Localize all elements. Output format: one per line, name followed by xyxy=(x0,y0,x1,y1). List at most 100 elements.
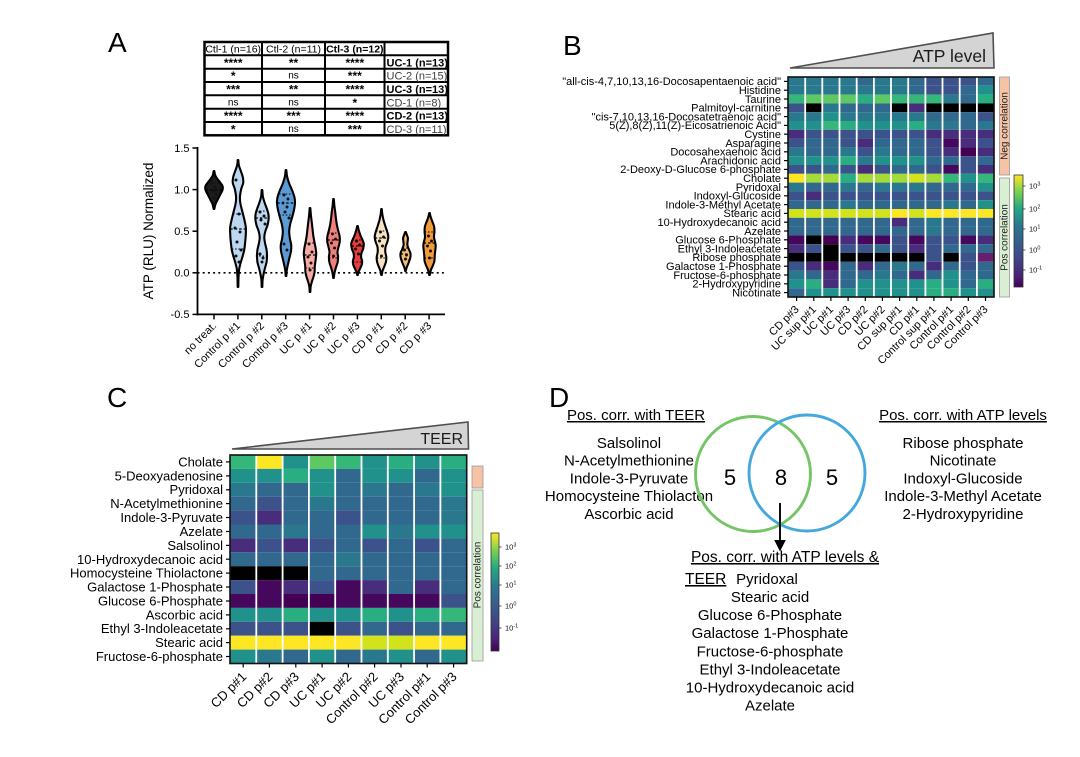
svg-text:Indole-3-Pyruvate: Indole-3-Pyruvate xyxy=(120,510,223,525)
svg-text:Cystine: Cystine xyxy=(744,129,781,141)
svg-text:Glucose 6-Phosphate: Glucose 6-Phosphate xyxy=(675,235,781,247)
svg-text:Fructose-6-phosphate: Fructose-6-phosphate xyxy=(673,270,781,282)
svg-text:Indole-3-Methyl Acetate: Indole-3-Methyl Acetate xyxy=(665,199,781,211)
svg-text:Neg correlation: Neg correlation xyxy=(1000,92,1011,160)
svg-text:Galactose 1-Phosphate: Galactose 1-Phosphate xyxy=(87,580,223,595)
svg-text:Indole-3-Methyl Acetate: Indole-3-Methyl Acetate xyxy=(884,488,1042,505)
svg-text:100: 100 xyxy=(1029,246,1040,255)
svg-text:N-Acetylmethionine: N-Acetylmethionine xyxy=(564,453,694,470)
svg-text:Pyridoxal: Pyridoxal xyxy=(736,571,798,588)
svg-text:ATP (RLU) Normalized: ATP (RLU) Normalized xyxy=(141,163,156,300)
svg-text:Ctl-1 (n=16): Ctl-1 (n=16) xyxy=(205,44,261,56)
svg-text:10-Hydroxydecanoic acid: 10-Hydroxydecanoic acid xyxy=(657,217,781,229)
svg-text:Glucose 6-Phosphate: Glucose 6-Phosphate xyxy=(698,607,842,624)
svg-text:ATP level: ATP level xyxy=(913,46,986,66)
svg-text:Galactose 1-Phosphate: Galactose 1-Phosphate xyxy=(666,261,781,273)
svg-text:TEER: TEER xyxy=(420,431,463,448)
svg-text:Stearic acid: Stearic acid xyxy=(731,589,809,606)
svg-text:2-Deoxy-D-Glucose 6-phosphate: 2-Deoxy-D-Glucose 6-phosphate xyxy=(620,164,781,176)
svg-text:Nicotinate: Nicotinate xyxy=(930,453,997,470)
svg-text:****: **** xyxy=(224,109,243,123)
svg-text:****: **** xyxy=(345,56,364,70)
svg-text:Histidine: Histidine xyxy=(739,85,781,97)
svg-text:10-1: 10-1 xyxy=(505,624,518,633)
svg-text:A: A xyxy=(108,27,127,58)
svg-text:101: 101 xyxy=(505,581,516,590)
svg-text:103: 103 xyxy=(1029,182,1040,191)
svg-text:103: 103 xyxy=(505,543,516,552)
svg-text:Cholate: Cholate xyxy=(743,173,781,185)
svg-text:Stearic acid: Stearic acid xyxy=(724,208,781,220)
svg-text:****: **** xyxy=(345,109,364,123)
svg-text:1.5: 1.5 xyxy=(174,143,189,155)
svg-text:Salsolinol: Salsolinol xyxy=(597,435,661,452)
svg-text:Galactose 1-Phosphate: Galactose 1-Phosphate xyxy=(692,625,849,642)
svg-text:CD-1 (n=8): CD-1 (n=8) xyxy=(387,97,442,109)
svg-text:8: 8 xyxy=(775,465,787,490)
svg-text:Ethyl 3-Indoleacetate: Ethyl 3-Indoleacetate xyxy=(678,243,781,255)
svg-text:101: 101 xyxy=(1029,225,1040,234)
svg-text:***: *** xyxy=(226,83,240,97)
svg-text:Stearic acid: Stearic acid xyxy=(155,635,223,650)
svg-text:Fructose-6-phosphate: Fructose-6-phosphate xyxy=(96,649,223,664)
svg-text:"all-cis-4,7,10,13,16-Docosape: "all-cis-4,7,10,13,16-Docosapentaenoic a… xyxy=(562,76,781,88)
svg-text:TEER: TEER xyxy=(685,571,726,588)
svg-text:*: * xyxy=(352,96,357,110)
svg-text:2-Hydroxypyridine: 2-Hydroxypyridine xyxy=(692,279,781,291)
svg-text:Pos correlation: Pos correlation xyxy=(473,542,484,609)
svg-text:ns: ns xyxy=(288,124,299,135)
svg-text:Indole-3-Pyruvate: Indole-3-Pyruvate xyxy=(570,470,688,487)
svg-text:Taurine: Taurine xyxy=(745,94,781,106)
svg-text:100: 100 xyxy=(505,602,516,611)
svg-text:10-Hydroxydecanoic acid: 10-Hydroxydecanoic acid xyxy=(686,680,854,697)
svg-text:5: 5 xyxy=(724,465,736,490)
svg-text:UC-1 (n=13): UC-1 (n=13) xyxy=(387,57,449,69)
svg-text:10-1: 10-1 xyxy=(1029,266,1042,275)
svg-text:Homocysteine Thiolacton: Homocysteine Thiolacton xyxy=(545,488,713,505)
svg-text:***: *** xyxy=(348,69,362,83)
svg-text:***: *** xyxy=(286,109,300,123)
svg-text:Ascorbic acid: Ascorbic acid xyxy=(146,607,223,622)
svg-text:Palmitoyl-carnitine: Palmitoyl-carnitine xyxy=(691,103,781,115)
svg-text:B: B xyxy=(563,30,582,61)
svg-text:5: 5 xyxy=(826,465,838,490)
svg-text:Azelate: Azelate xyxy=(744,226,781,238)
svg-text:102: 102 xyxy=(505,562,516,571)
svg-text:Ascorbic acid: Ascorbic acid xyxy=(584,506,673,523)
svg-text:5(Z),8(Z),11(Z)-Eicosatrienoic: 5(Z),8(Z),11(Z)-Eicosatrienoic Acid" xyxy=(609,120,781,132)
svg-text:**: ** xyxy=(289,56,299,70)
svg-text:**: ** xyxy=(289,83,299,97)
svg-text:Azelate: Azelate xyxy=(745,698,795,715)
svg-text:Pyridoxal: Pyridoxal xyxy=(736,182,781,194)
svg-text:Fructose-6-phosphate: Fructose-6-phosphate xyxy=(697,643,844,660)
svg-text:ns: ns xyxy=(228,97,239,108)
svg-text:*: * xyxy=(231,123,236,137)
svg-text:Pyridoxal: Pyridoxal xyxy=(170,482,224,497)
svg-text:Pos correlation: Pos correlation xyxy=(1000,204,1011,271)
svg-text:2-Hydroxypyridine: 2-Hydroxypyridine xyxy=(903,506,1024,523)
svg-text:ns: ns xyxy=(288,97,299,108)
svg-text:Asparagine: Asparagine xyxy=(725,138,781,150)
svg-text:Salsolinol: Salsolinol xyxy=(167,538,223,553)
svg-text:0.0: 0.0 xyxy=(174,268,189,280)
svg-text:CD-2 (n=13): CD-2 (n=13) xyxy=(387,111,449,123)
svg-text:Ethyl 3-Indoleacetate: Ethyl 3-Indoleacetate xyxy=(700,661,841,678)
svg-text:Ribose phosphate: Ribose phosphate xyxy=(692,252,781,264)
svg-text:Docosahexaenoic acid: Docosahexaenoic acid xyxy=(670,147,781,159)
svg-text:ns: ns xyxy=(288,71,299,82)
svg-text:UC-2 (n=15): UC-2 (n=15) xyxy=(387,71,448,83)
svg-text:Azelate: Azelate xyxy=(180,524,223,539)
svg-text:0.5: 0.5 xyxy=(174,226,189,238)
svg-text:-0.5: -0.5 xyxy=(171,309,190,321)
svg-text:Indoxyl-Glucoside: Indoxyl-Glucoside xyxy=(694,191,781,203)
svg-text:Nicotinate: Nicotinate xyxy=(732,287,781,299)
svg-text:*: * xyxy=(231,69,236,83)
svg-text:Pos. corr. with ATP levels &: Pos. corr. with ATP levels & xyxy=(691,549,880,566)
svg-text:Indoxyl-Glucoside: Indoxyl-Glucoside xyxy=(903,470,1022,487)
svg-text:1.0: 1.0 xyxy=(174,184,189,196)
svg-text:UC-3 (n=13): UC-3 (n=13) xyxy=(387,84,449,96)
svg-text:Cholate: Cholate xyxy=(178,454,223,469)
svg-text:Ctl-3 (n=12): Ctl-3 (n=12) xyxy=(326,44,383,56)
svg-text:102: 102 xyxy=(1029,205,1040,214)
svg-text:****: **** xyxy=(345,83,364,97)
